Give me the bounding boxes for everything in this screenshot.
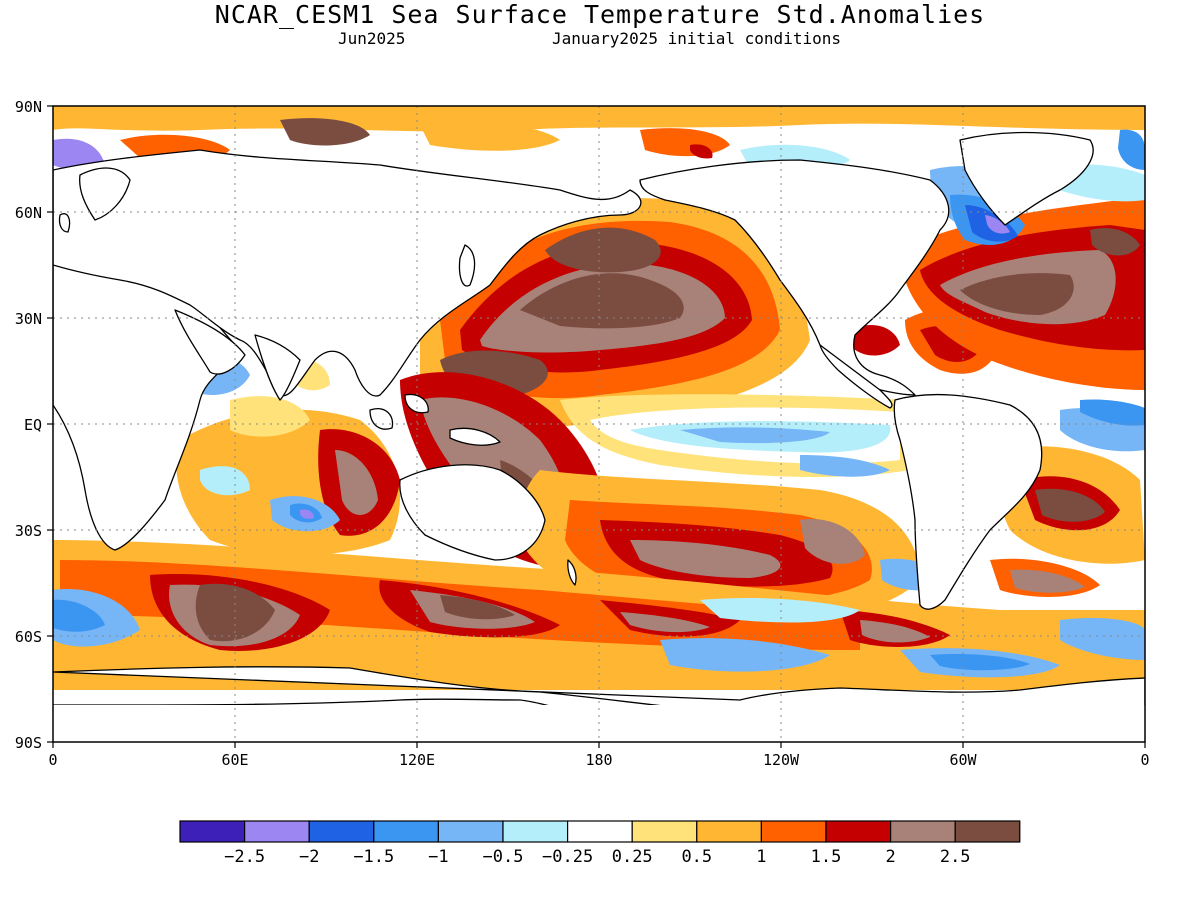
- axis-ticks: [47, 105, 1146, 748]
- colorbar-tick-label: −2.5: [224, 847, 265, 867]
- lon-label: 0: [48, 751, 57, 769]
- map-title: NCAR_CESM1 Sea Surface Temperature Std.A…: [214, 0, 986, 29]
- lon-label: 180: [585, 751, 612, 769]
- colorbar-swatch: [502, 820, 569, 843]
- colorbar-tick-label: −0.25: [542, 847, 593, 867]
- longitude-labels: 0 60E 120E 180 120W 60W 0: [48, 751, 1149, 769]
- colorbar-tick-label: 0.25: [612, 847, 653, 867]
- colorbar: [179, 820, 1021, 843]
- lat-label: 90N: [15, 98, 42, 116]
- lon-label: 0: [1140, 751, 1149, 769]
- colorbar-tick-label: −1: [428, 847, 448, 867]
- lon-label: 120E: [399, 751, 435, 769]
- lat-label: 90S: [15, 734, 42, 752]
- lon-label: 60W: [949, 751, 977, 769]
- colorbar-swatch: [889, 820, 956, 843]
- graticule: [53, 106, 1145, 742]
- colorbar-swatch: [696, 820, 762, 843]
- colorbar-tick-label: −0.5: [483, 847, 524, 867]
- colorbar-swatch: [825, 820, 892, 843]
- colorbar-swatch: [954, 820, 1021, 843]
- lon-label: 120W: [763, 751, 800, 769]
- colorbar-swatch: [179, 820, 246, 843]
- colorbar-swatch: [373, 820, 439, 843]
- lat-label: 60N: [15, 204, 42, 222]
- colorbar-tick-label: 2: [885, 847, 895, 867]
- colorbar-tick-label: 1: [756, 847, 766, 867]
- colorbar-tick-label: −1.5: [353, 847, 394, 867]
- lat-label: 60S: [15, 628, 42, 646]
- colorbar-tick-label: 1.5: [811, 847, 842, 867]
- lon-label: 60E: [221, 751, 248, 769]
- colorbar-swatch: [308, 820, 375, 843]
- colorbar-tick-label: −2: [299, 847, 319, 867]
- colorbar-tick-label: 0.5: [681, 847, 712, 867]
- colorbar-swatch: [760, 820, 827, 843]
- anomaly-field: [53, 106, 1145, 742]
- initial-conditions-label: January2025 initial conditions: [552, 29, 841, 48]
- lat-label: 30S: [15, 522, 42, 540]
- colorbar-tick-label: 2.5: [940, 847, 971, 867]
- colorbar-swatch: [566, 820, 633, 843]
- lat-label: EQ: [24, 416, 42, 434]
- colorbar-swatch: [631, 820, 698, 843]
- forecast-month: Jun2025: [338, 29, 406, 48]
- lat-label: 30N: [15, 310, 42, 328]
- colorbar-swatch: [437, 820, 504, 843]
- colorbar-swatch: [244, 820, 310, 843]
- colorbar-labels: −2.5 −2 −1.5 −1 −0.5 −0.25 0.25 0.5 1 1.5 2 2.5: [224, 847, 970, 867]
- latitude-labels: 90N 60N 30N EQ 30S 60S 90S: [15, 98, 42, 752]
